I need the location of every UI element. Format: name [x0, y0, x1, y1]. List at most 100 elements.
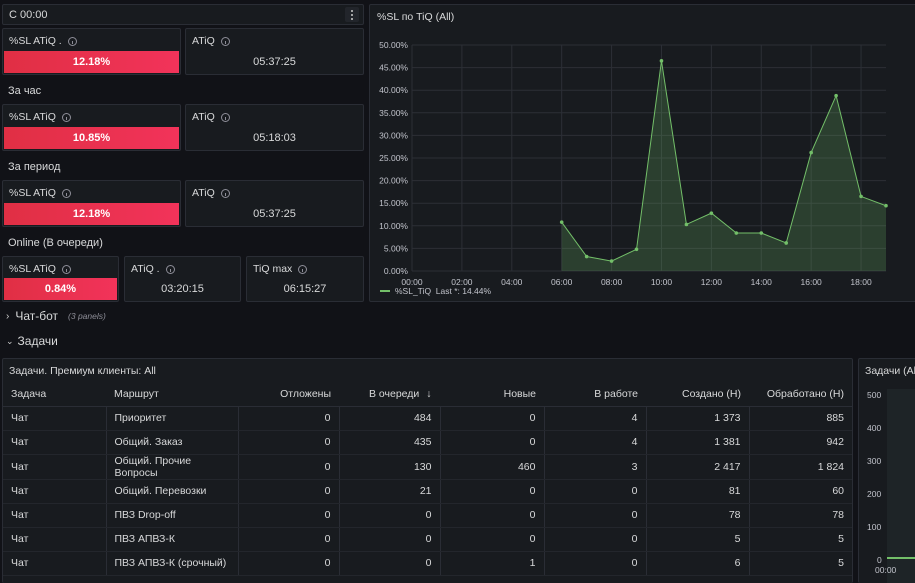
x-tick-label: 00:00 [875, 565, 897, 575]
table-cell: 0 [544, 503, 647, 528]
stat-title: ATiQ [192, 187, 215, 199]
info-icon[interactable] [220, 112, 230, 122]
tasks-side-chart-panel[interactable]: Задачи (All 500 400 300 200 100 0 00:00 [858, 358, 915, 583]
table-cell: Чат [3, 479, 107, 504]
info-icon[interactable] [61, 188, 71, 198]
stat-panel-sl-atiq-online[interactable]: %SL ATiQ 0.84% [2, 256, 119, 302]
column-header[interactable]: Отложены [238, 382, 339, 407]
kebab-menu-icon[interactable] [345, 7, 359, 22]
stat-panel-atiq-online[interactable]: ATiQ . 03:20:15 [124, 256, 241, 302]
stat-panel-atiq-period[interactable]: ATiQ 05:37:25 [185, 180, 364, 227]
info-icon[interactable] [298, 264, 308, 274]
data-point [659, 59, 664, 63]
table-cell: 0 [440, 479, 545, 504]
stat-panel-tiq-max[interactable]: TiQ max 06:15:27 [246, 256, 364, 302]
table-cell: 5 [749, 551, 852, 576]
sl-tiq-chart: 0.00% 5.00% 10.00% 15.00% 20.00% 25.00% 30.00%… [379, 40, 888, 287]
info-icon[interactable] [220, 36, 230, 46]
y-tick-label: 20.00% [379, 176, 408, 186]
y-tick-label: 30.00% [379, 130, 408, 140]
table-cell: 5 [749, 527, 852, 552]
column-header[interactable]: Задача [3, 382, 106, 407]
table-cell: Чат [3, 503, 107, 528]
stat-value: 12.18% [4, 51, 179, 73]
info-icon[interactable] [67, 36, 77, 46]
table-cell: 0 [440, 503, 545, 528]
stat-panel-sl-atiq[interactable]: %SL ATiQ . 12.18% [2, 28, 181, 75]
y-tick-label: 500 [867, 390, 882, 400]
column-header[interactable]: Обработано (Н) [749, 382, 852, 407]
y-tick-label: 400 [867, 423, 882, 433]
column-header-sorted[interactable]: В очереди ↓ [339, 382, 440, 407]
column-header[interactable]: Маршрут [106, 382, 238, 407]
stat-title: ATiQ [192, 35, 215, 47]
row-tasks[interactable]: ⌄ Задачи [6, 334, 58, 348]
info-icon[interactable] [61, 264, 71, 274]
table-cell: 0 [238, 527, 340, 552]
data-point [884, 203, 888, 208]
column-header[interactable]: В работе [544, 382, 646, 407]
section-label-period: За период [8, 161, 61, 173]
table-cell: 4 [544, 430, 647, 455]
stat-panel-atiq-hour[interactable]: ATiQ 05:18:03 [185, 104, 364, 151]
x-tick-label: 08:00 [601, 277, 623, 287]
table-row[interactable]: Чат Общий. Перевозки 0 21 0 0 81 60 [3, 479, 852, 504]
table-cell: 484 [339, 406, 441, 431]
row-chatbot-label: Чат-бот [15, 309, 59, 323]
x-tick-label: 18:00 [850, 277, 872, 287]
stat-value: 0.84% [4, 278, 117, 300]
table-cell: 0 [544, 479, 647, 504]
side-chart-line [887, 557, 915, 559]
chevron-right-icon: › [6, 310, 10, 322]
x-tick-label: 06:00 [551, 277, 573, 287]
x-tick-label: 02:00 [451, 277, 473, 287]
table-cell: ПВЗ АПВЗ-К [106, 527, 239, 552]
row-chatbot-count: (3 panels) [68, 311, 106, 321]
y-tick-label: 0.00% [384, 266, 409, 276]
table-cell: 0 [238, 551, 340, 576]
sl-tiq-chart-panel[interactable]: %SL по TiQ (All) 0.00% 5.00% 10.00% 15.00% 2… [369, 4, 915, 302]
column-header[interactable]: Новые [440, 382, 544, 407]
column-header[interactable]: Создано (Н) [646, 382, 749, 407]
table-cell: 885 [749, 406, 852, 431]
stat-panel-sl-atiq-period[interactable]: %SL ATiQ 12.18% [2, 180, 181, 227]
table-cell: 0 [339, 527, 441, 552]
chart-legend[interactable]: %SL_TiQ Last *: 14.44% [380, 286, 491, 296]
tasks-table-panel[interactable]: Задачи. Премиум клиенты: All Задача Марш… [2, 358, 853, 583]
table-cell: 0 [339, 551, 441, 576]
y-tick-label: 5.00% [384, 243, 409, 253]
table-cell: 3 [544, 454, 647, 480]
info-icon[interactable] [61, 112, 71, 122]
stat-panel-sl-atiq-hour[interactable]: %SL ATiQ 10.85% [2, 104, 181, 151]
y-tick-label: 45.00% [379, 63, 408, 73]
data-point [609, 259, 614, 263]
table-row[interactable]: Чат ПВЗ Drop-off 0 0 0 0 78 78 [3, 503, 852, 528]
table-row[interactable]: Чат ПВЗ АПВЗ-К (срочный) 0 0 1 0 6 5 [3, 551, 852, 576]
x-tick-label: 10:00 [651, 277, 673, 287]
table-row[interactable]: Чат Общий. Прочие Вопросы 0 130 460 3 2 417 1 8… [3, 454, 852, 480]
table-cell: 21 [339, 479, 441, 504]
column-header-label: В очереди [369, 387, 420, 400]
row-chatbot[interactable]: › Чат-бот (3 panels) [6, 309, 106, 323]
info-icon[interactable] [220, 188, 230, 198]
table-row[interactable]: Чат Приоритет 0 484 0 4 1 373 885 [3, 406, 852, 431]
stat-title: %SL ATiQ [9, 187, 56, 199]
data-point [859, 194, 863, 199]
time-range-label: С 00:00 [9, 9, 48, 21]
data-point [684, 222, 689, 227]
table-cell: 0 [238, 479, 340, 504]
data-point [834, 93, 838, 98]
table-cell: 5 [646, 527, 750, 552]
info-icon[interactable] [165, 264, 175, 274]
y-tick-label: 15.00% [379, 198, 408, 208]
table-cell: 1 824 [749, 454, 852, 480]
stat-panel-atiq[interactable]: ATiQ 05:37:25 [185, 28, 364, 75]
table-cell: 1 [440, 551, 545, 576]
table-cell: Общий. Прочие Вопросы [106, 454, 239, 480]
table-cell: Чат [3, 551, 107, 576]
y-tick-label: 40.00% [379, 85, 408, 95]
table-row[interactable]: Чат ПВЗ АПВЗ-К 0 0 0 0 5 5 [3, 527, 852, 552]
table-row[interactable]: Чат Общий. Заказ 0 435 0 4 1 381 942 [3, 430, 852, 455]
time-range-header: С 00:00 [2, 4, 364, 25]
table-cell: 0 [238, 503, 340, 528]
